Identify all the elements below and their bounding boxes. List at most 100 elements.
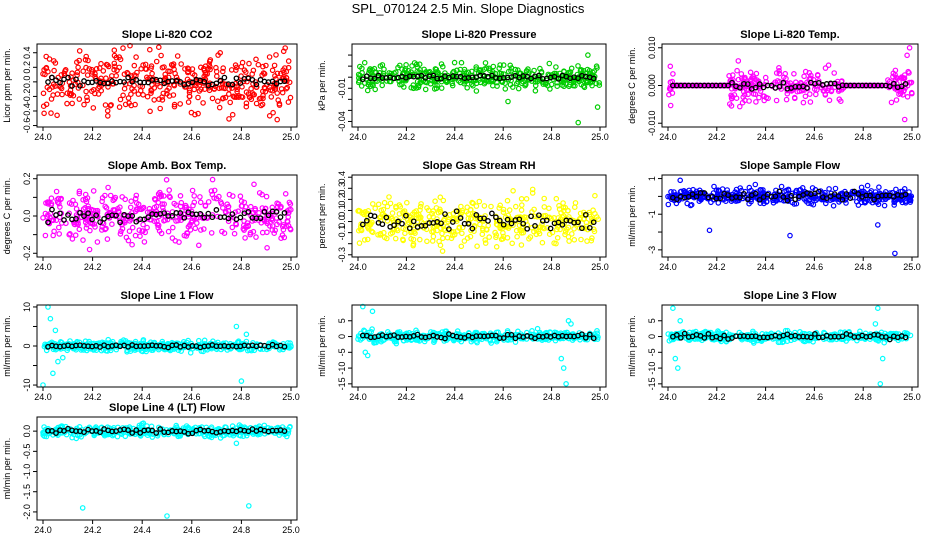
data-point <box>80 237 86 243</box>
data-point <box>253 234 259 240</box>
outlier-point <box>906 44 913 51</box>
data-point <box>260 70 267 76</box>
outlier-point <box>879 355 886 362</box>
data-point <box>182 66 188 72</box>
data-point <box>122 101 129 108</box>
data-point <box>753 99 759 105</box>
y-tick-label: 0.4 <box>337 171 347 184</box>
data-point <box>147 46 153 53</box>
data-point <box>756 94 762 101</box>
data-point <box>54 112 60 119</box>
data-point <box>226 91 232 97</box>
outlier-point <box>872 321 879 327</box>
data-point <box>229 85 235 91</box>
x-tick-label: 24.6 <box>806 392 824 402</box>
data-point <box>169 235 176 241</box>
data-point <box>263 193 270 200</box>
data-point <box>92 71 98 77</box>
y-tick-label: 5 <box>647 318 657 323</box>
data-point <box>196 242 202 249</box>
data-point <box>222 81 229 88</box>
data-point <box>206 58 213 65</box>
reference-point <box>485 218 491 224</box>
outlier-point <box>364 87 371 94</box>
y-axis-label: ml/min per min. <box>2 315 12 377</box>
data-point <box>735 58 742 64</box>
x-tick-label: 25.0 <box>591 262 609 272</box>
x-tick-label: 25.0 <box>282 392 300 402</box>
data-point <box>830 203 837 209</box>
reference-point <box>489 210 495 217</box>
data-point <box>42 232 49 239</box>
panel-title: Slope Line 4 (LT) Flow <box>109 402 225 414</box>
data-point <box>893 97 900 103</box>
data-point <box>218 85 225 91</box>
data-point <box>502 86 509 92</box>
data-point <box>273 76 279 82</box>
data-point <box>801 73 807 80</box>
reference-point <box>201 78 208 85</box>
outlier-point <box>55 358 61 365</box>
data-point <box>148 63 155 69</box>
data-point <box>73 206 80 212</box>
data-point <box>141 239 148 245</box>
x-tick-label: 24.8 <box>854 132 872 142</box>
data-point <box>200 100 206 106</box>
plot-frame <box>36 43 298 128</box>
data-point <box>153 58 160 65</box>
data-point <box>248 203 254 210</box>
data-point <box>272 86 279 92</box>
x-tick-label: 24.2 <box>84 392 102 402</box>
data-point <box>55 224 62 231</box>
x-tick-label: 24.6 <box>183 132 201 142</box>
data-point <box>560 200 566 206</box>
data-point <box>86 66 93 72</box>
data-point <box>243 103 250 110</box>
data-point <box>791 71 797 77</box>
x-tick-label: 24.0 <box>659 262 677 272</box>
y-tick-label: -0.4 <box>22 103 32 119</box>
data-point <box>280 75 287 82</box>
data-point <box>481 203 488 209</box>
data-point <box>197 194 203 200</box>
data-point <box>284 84 291 91</box>
plot-frame <box>351 304 607 388</box>
data-point <box>132 232 139 239</box>
reference-point <box>69 83 75 89</box>
data-point <box>177 101 184 107</box>
data-point <box>255 61 262 68</box>
x-tick-label: 24.2 <box>708 262 726 272</box>
data-point <box>125 95 132 101</box>
data-point <box>76 57 83 64</box>
data-point <box>241 67 248 74</box>
data-point <box>285 58 292 64</box>
data-point <box>826 186 832 192</box>
data-point <box>269 67 276 74</box>
x-tick-label: 24.8 <box>233 132 251 142</box>
data-point <box>90 188 97 194</box>
data-point <box>260 63 266 70</box>
data-point <box>285 99 292 105</box>
data-point <box>86 246 93 253</box>
data-point <box>51 228 57 235</box>
plot-frame <box>661 304 919 388</box>
data-point <box>217 49 224 56</box>
data-point <box>259 88 266 95</box>
reference-point <box>221 74 228 81</box>
data-point <box>172 70 178 77</box>
data-point <box>476 198 483 205</box>
data-point <box>148 87 154 93</box>
data-point <box>506 207 513 213</box>
x-tick-label: 24.6 <box>494 132 512 142</box>
data-point <box>381 199 388 206</box>
data-point <box>149 70 155 77</box>
panel-title: Slope Gas Stream RH <box>422 160 535 172</box>
outlier-point <box>677 177 684 184</box>
data-point <box>156 44 162 51</box>
x-tick-label: 24.4 <box>757 392 775 402</box>
y-tick-label: -0.04 <box>337 111 347 132</box>
outlier-point <box>706 227 713 234</box>
y-tick-label: 0.2 <box>22 61 32 74</box>
x-tick-label: 24.0 <box>349 262 367 272</box>
data-point <box>274 116 281 123</box>
